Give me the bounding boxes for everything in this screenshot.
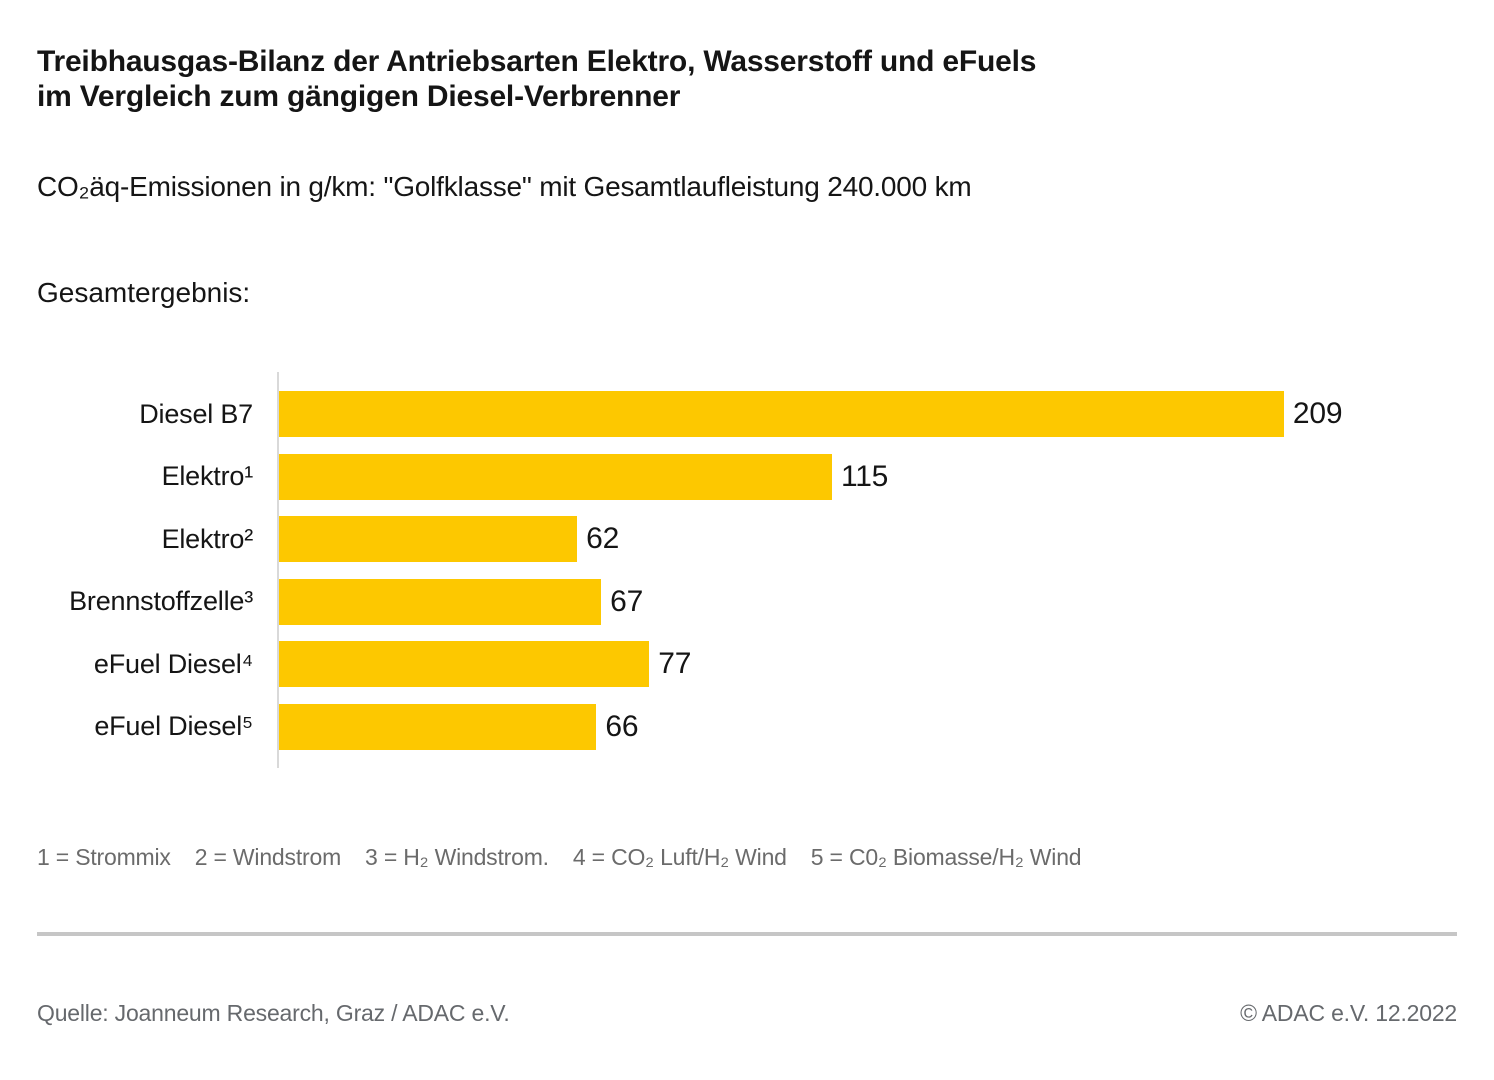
bar (279, 391, 1284, 438)
value-label: 67 (610, 584, 644, 618)
bar-area: 77 (279, 641, 1457, 688)
copyright-text: © ADAC e.V. 12.2022 (1240, 1000, 1457, 1026)
category-label: Brennstoffzelle³ (69, 586, 253, 617)
bar-area: 209 (279, 391, 1457, 438)
footnote-item: 4 = CO₂ Luft/H₂ Wind (572, 844, 787, 870)
bar (279, 578, 602, 625)
footnote-item: 5 = C0₂ Biomasse/H₂ Wind (810, 844, 1082, 870)
category-label: Diesel B7 (139, 398, 253, 429)
value-label: 77 (658, 647, 692, 681)
source-text: Quelle: Joanneum Research, Graz / ADAC e… (37, 1000, 510, 1026)
footnote-item: 3 = H₂ Windstrom. (365, 844, 549, 870)
footnote-item: 1 = Strommix (37, 844, 171, 870)
section-label: Gesamtergebnis: (37, 277, 251, 308)
chart-subtitle: CO₂äq-Emissionen in g/km: "Golfklasse" m… (37, 171, 972, 202)
bar (279, 641, 650, 688)
bar (279, 703, 597, 750)
footnote-item: 2 = Windstrom (194, 844, 342, 870)
value-label: 115 (840, 459, 889, 493)
bar-area: 115 (279, 453, 1457, 500)
bar-area: 66 (279, 703, 1457, 750)
chart-row: Elektro¹ 115 (37, 446, 1457, 509)
category-label: Elektro² (161, 523, 254, 554)
category-label: eFuel Diesel⁴ (93, 648, 253, 679)
chart-rows: Diesel B7 209 Elektro¹ 115 Elektro² 62 Brennst… (37, 383, 1457, 758)
category-label: Elektro¹ (161, 461, 254, 492)
chart-row: eFuel Diesel⁵ 66 (37, 696, 1457, 759)
y-axis-line (277, 372, 279, 768)
chart-row: eFuel Diesel⁴ 77 (37, 633, 1457, 696)
divider-line (37, 932, 1457, 936)
bar-area: 67 (279, 578, 1457, 625)
value-label: 62 (586, 522, 620, 556)
footnotes: 1 = Strommix 2 = Windstrom 3 = H₂ Windstro… (37, 844, 1457, 871)
chart-row: Brennstoffzelle³ 67 (37, 571, 1457, 634)
bar (279, 516, 578, 563)
chart-title: Treibhausgas-Bilanz der Antriebsarten El… (37, 44, 1457, 114)
value-label: 209 (1292, 397, 1343, 431)
chart-row: Diesel B7 209 (37, 383, 1457, 446)
bar (279, 453, 832, 500)
bar-chart: Diesel B7 209 Elektro¹ 115 Elektro² 62 Brennst… (37, 372, 1457, 768)
chart-row: Elektro² 62 (37, 508, 1457, 571)
title-line-2: im Vergleich zum gängigen Diesel-Verbren… (37, 80, 681, 113)
title-line-1: Treibhausgas-Bilanz der Antriebsarten El… (37, 45, 1037, 78)
category-label: eFuel Diesel⁵ (94, 711, 253, 742)
bar-area: 62 (279, 516, 1457, 563)
value-label: 66 (605, 709, 639, 743)
footer: Quelle: Joanneum Research, Graz / ADAC e… (37, 1000, 1457, 1027)
